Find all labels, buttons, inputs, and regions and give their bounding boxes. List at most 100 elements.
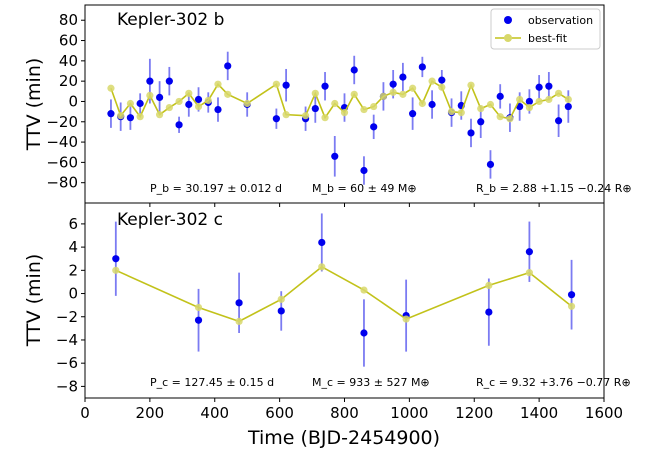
panel-title-c: Kepler-302 c [117,210,223,230]
x-tick-label: 1600 [585,404,623,422]
x-tick-label: 1400 [520,404,558,422]
observation-point [311,104,319,113]
best-fit-point [243,99,251,108]
y-tick-label: 6 [68,215,78,233]
observation-point [389,80,397,88]
observation-point [214,105,222,114]
annotation-radius-c: R_c = 9.32 +3.76 −0.77 R⊕ [476,376,631,389]
x-axis-label: Time (BJD-2454900) [247,427,440,449]
observation-point [321,82,329,90]
best-fit-point [214,80,222,88]
best-fit-point [126,99,135,108]
best-fit-point [535,97,543,106]
observation-point [477,118,485,126]
legend-bestfit-label: best-fit [528,32,568,45]
observation-point [564,102,572,111]
best-fit-point [165,103,173,112]
best-fit-point [409,84,417,92]
best-fit-point [545,95,553,104]
best-fit-point [311,89,319,97]
best-fit-point [146,91,154,99]
best-fit-line [115,265,573,323]
observation-point [496,92,504,100]
observation-point [272,115,280,123]
best-fit-point [564,95,572,104]
y-axis-label-bottom: TTV (min) [23,254,45,348]
best-fit-point [360,105,368,114]
panel-title-b: Kepler-302 b [117,10,224,30]
observation-point [567,291,576,299]
observation-point [224,62,232,70]
x-tick-label: 400 [200,404,229,422]
best-fit-point [516,95,524,104]
y-tick-label: 20 [59,72,78,90]
x-tick-label: 200 [136,404,165,422]
x-tick-label: 600 [265,404,294,422]
best-fit-point [428,77,436,85]
panel-kepler-302b: 80 60 40 20 0 −20 −40 −60 −80 Kepler-302 b P_b =… [23,4,632,207]
y-tick-label: −20 [46,113,78,131]
best-fit-point [175,97,183,106]
observation-point [360,329,368,337]
y-tick-label: 2 [68,261,78,279]
best-fit-point [477,104,485,113]
best-fit-point [467,81,475,89]
best-fit-point [340,109,349,117]
x-tick-label: 1000 [390,404,428,422]
best-fit-point [554,89,563,97]
observation-point [277,307,285,315]
y-tick-label: 0 [68,285,78,303]
y-tick-label: −60 [46,153,78,171]
observation-point [107,110,115,118]
y-axis-label-top: TTV (min) [23,58,45,152]
best-fit-point [282,111,290,119]
observation-point [112,255,120,263]
annotation-mass-c: M_c = 933 ± 527 M⊕ [312,376,430,389]
y-tick-label: −2 [56,308,78,326]
best-fit-point [486,100,495,109]
x-tick-label: 800 [330,404,359,422]
best-fit-point [156,111,164,119]
observation-point [156,93,164,101]
best-fit-point [235,317,243,325]
best-fit-point [485,281,493,290]
observation-point [126,114,135,122]
best-fit-point [301,112,310,120]
legend-box [490,8,601,50]
observation-point [554,117,563,125]
best-fit-point [194,303,203,312]
best-fit-point [402,315,410,323]
observation-point [318,238,326,247]
observation-point [525,97,533,106]
best-fit-point [117,112,125,120]
best-fit-point [457,109,465,117]
best-fit-point [399,90,407,98]
y-tick-label: 80 [59,11,78,29]
best-fit-point [447,108,456,116]
observation-point [370,123,378,131]
annotation-radius-b: R_b = 2.88 +1.15 −0.24 R⊕ [476,182,632,195]
best-fit-point [506,115,514,123]
observation-point [194,95,203,104]
observation-point [409,110,417,118]
best-fit-point [438,83,446,91]
legend: observation best-fit [490,8,601,50]
best-fit-point [277,295,285,303]
best-fit-point [567,302,576,310]
best-fit-point [418,99,426,108]
observation-point [360,166,368,175]
y-tick-label: −40 [46,133,78,151]
observation-point [418,63,426,71]
y-tick-label: −8 [56,377,78,395]
annotation-mass-b: M_b = 60 ± 49 M⊕ [312,182,417,195]
best-fit-point [204,96,212,105]
best-fit-point [321,114,329,122]
observation-point [525,248,533,256]
best-fit-point [185,89,193,97]
x-tick-label: 0 [80,404,90,422]
observation-point [350,66,358,74]
legend-observation-marker [504,16,512,24]
y-tick-label: 60 [59,32,78,50]
best-fit-point [525,269,533,277]
best-fit-point [272,80,280,88]
